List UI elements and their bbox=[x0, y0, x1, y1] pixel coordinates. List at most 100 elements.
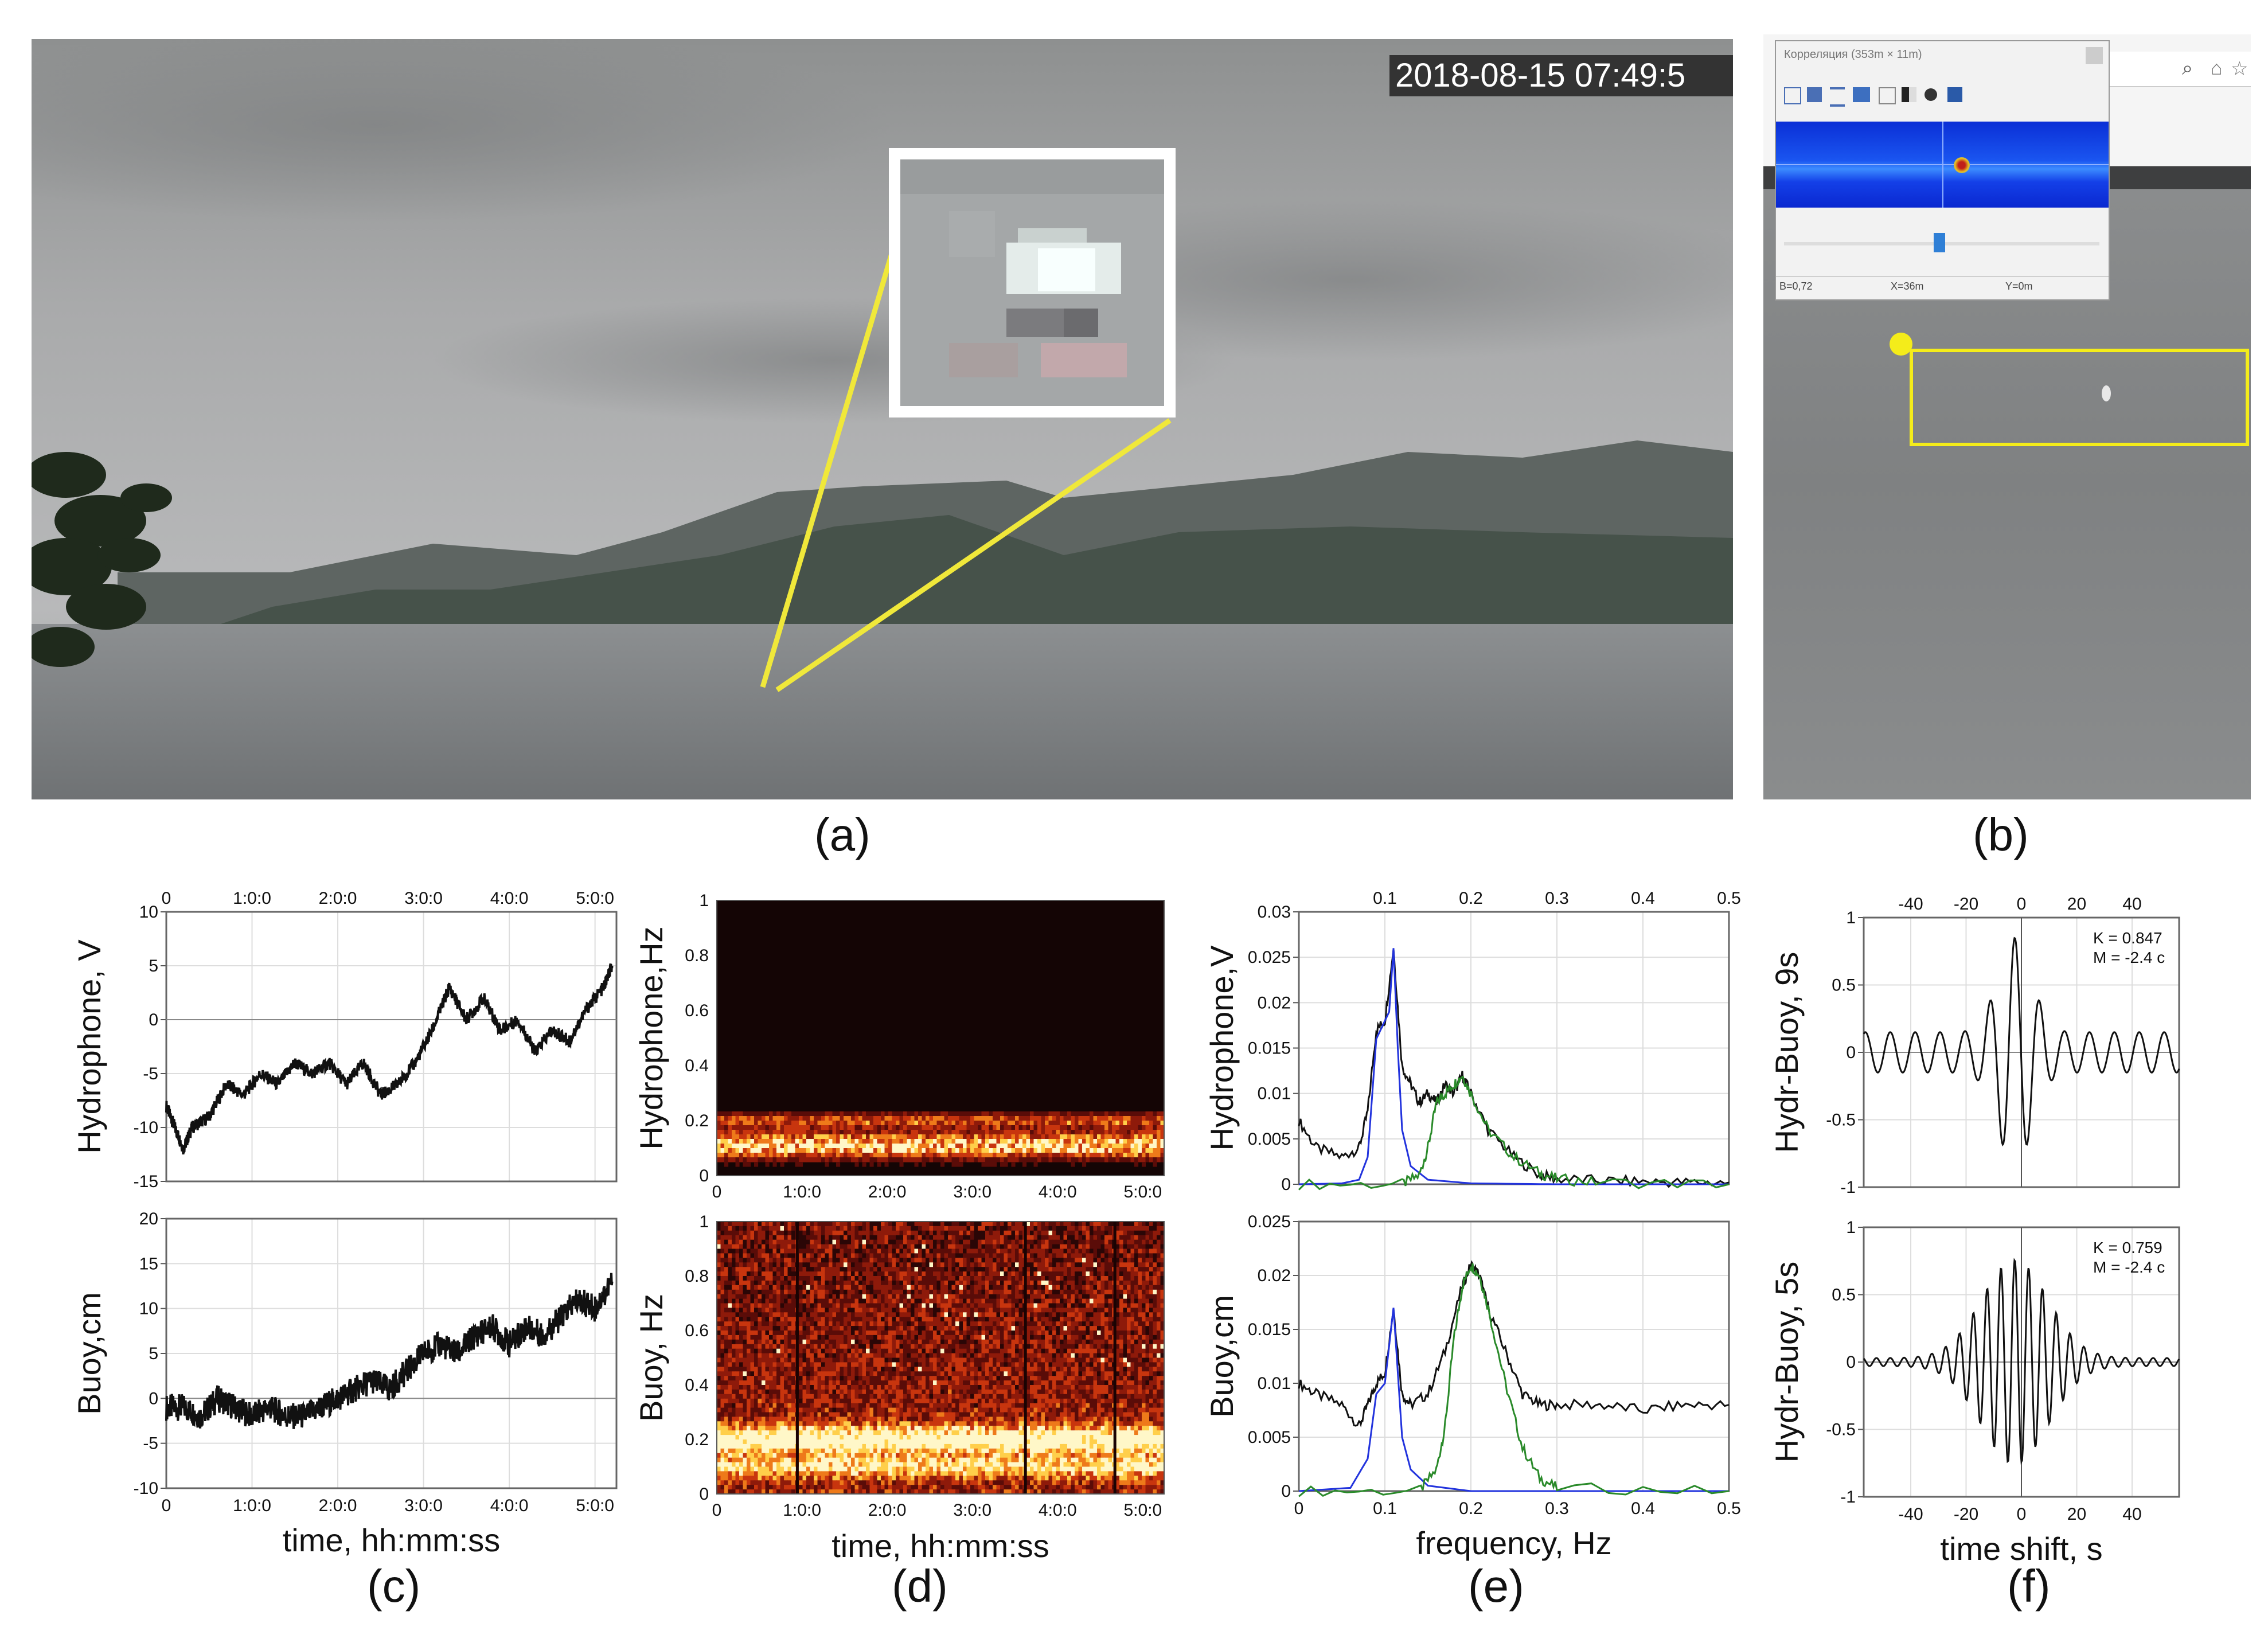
heat-cell bbox=[1145, 1148, 1150, 1153]
heat-cell bbox=[806, 1116, 811, 1121]
copy-icon[interactable] bbox=[1784, 87, 1801, 104]
heat-cell bbox=[1078, 1348, 1083, 1354]
heat-cell bbox=[1045, 1239, 1049, 1245]
heat-cell bbox=[750, 1280, 755, 1286]
heat-cell bbox=[903, 1153, 908, 1158]
heat-cell bbox=[1052, 1267, 1057, 1272]
heat-cell bbox=[747, 1326, 751, 1331]
heat-cell bbox=[799, 1248, 803, 1254]
star-icon[interactable]: ☆ bbox=[2231, 58, 2249, 80]
heat-cell bbox=[776, 1235, 781, 1240]
paste-icon[interactable] bbox=[1807, 87, 1822, 102]
search-icon[interactable]: ⌕ bbox=[2182, 57, 2193, 79]
heat-cell bbox=[1108, 1235, 1112, 1240]
heat-cell bbox=[1123, 1111, 1127, 1117]
font-icon[interactable] bbox=[1853, 87, 1870, 102]
heat-cell bbox=[1097, 1244, 1102, 1250]
heat-cell bbox=[1071, 1125, 1075, 1130]
heat-cell bbox=[840, 1262, 844, 1267]
heat-cell bbox=[769, 1235, 774, 1240]
heat-cell bbox=[851, 1335, 856, 1340]
heat-cell bbox=[765, 1134, 770, 1140]
heat-cell bbox=[769, 1303, 774, 1308]
heat-cell bbox=[1145, 1235, 1150, 1240]
heat-cell bbox=[1119, 1339, 1124, 1345]
heat-cell bbox=[1015, 1303, 1020, 1308]
heat-cell bbox=[762, 1267, 766, 1272]
heat-cell bbox=[996, 1312, 1001, 1317]
heat-cell bbox=[985, 1335, 990, 1340]
heat-cell bbox=[1119, 1239, 1124, 1245]
heat-cell bbox=[1149, 1153, 1154, 1158]
heat-cell bbox=[899, 1253, 904, 1258]
heat-cell bbox=[735, 1125, 740, 1130]
heat-cell bbox=[981, 1271, 986, 1277]
heat-cell bbox=[1037, 1230, 1042, 1236]
align-icon[interactable] bbox=[1830, 87, 1845, 107]
heat-cell bbox=[1015, 1248, 1020, 1254]
heat-cell bbox=[1030, 1285, 1035, 1290]
heat-cell bbox=[993, 1276, 997, 1281]
slider-handle[interactable] bbox=[1934, 233, 1945, 252]
heat-cell bbox=[970, 1111, 975, 1117]
heat-cell bbox=[728, 1326, 732, 1331]
heat-cell bbox=[1060, 1317, 1064, 1322]
heat-cell bbox=[1052, 1235, 1057, 1240]
heat-cell bbox=[728, 1289, 732, 1295]
heat-cell bbox=[1142, 1148, 1146, 1153]
heat-cell bbox=[817, 1253, 822, 1258]
heat-cell bbox=[1037, 1280, 1042, 1286]
heat-cell bbox=[851, 1271, 856, 1277]
selection-box[interactable] bbox=[1910, 349, 2249, 446]
heat-cell bbox=[974, 1248, 978, 1254]
heat-cell bbox=[1018, 1153, 1023, 1158]
heat-cell bbox=[1082, 1303, 1087, 1308]
heat-cell bbox=[940, 1331, 945, 1336]
heat-cell bbox=[951, 1130, 956, 1135]
heat-cell bbox=[1138, 1267, 1142, 1272]
close-icon[interactable] bbox=[2086, 47, 2103, 64]
tools-icon[interactable] bbox=[1879, 87, 1896, 104]
heat-cell bbox=[1145, 1303, 1150, 1308]
heat-cell bbox=[1127, 1235, 1131, 1240]
heat-cell bbox=[1157, 1130, 1161, 1135]
home-icon[interactable]: ⌂ bbox=[2211, 57, 2223, 79]
selection-handle[interactable] bbox=[1890, 333, 1912, 356]
heat-cell bbox=[1056, 1139, 1060, 1144]
heat-cell bbox=[1048, 1226, 1053, 1231]
heat-cell bbox=[940, 1222, 945, 1227]
heat-cell bbox=[1142, 1248, 1146, 1254]
heat-cell bbox=[1026, 1289, 1030, 1295]
heat-cell bbox=[1078, 1289, 1083, 1295]
heat-cell bbox=[914, 1280, 919, 1286]
heat-cell bbox=[996, 1289, 1001, 1295]
heat-cell bbox=[1108, 1326, 1112, 1331]
x-tick-label: 0 bbox=[712, 1183, 722, 1201]
heat-cell bbox=[1011, 1339, 1016, 1345]
heat-cell bbox=[1157, 1111, 1161, 1117]
heat-cell bbox=[851, 1308, 856, 1313]
heat-cell bbox=[851, 1331, 856, 1336]
heat-cell bbox=[922, 1230, 926, 1236]
contrast-icon[interactable] bbox=[1902, 87, 1916, 102]
heat-cell bbox=[884, 1271, 889, 1277]
save-icon[interactable] bbox=[1947, 87, 1962, 102]
heat-cell bbox=[724, 1280, 729, 1286]
heat-cell bbox=[1123, 1157, 1127, 1162]
heat-cell bbox=[754, 1321, 759, 1326]
heat-cell bbox=[840, 1326, 844, 1331]
heat-cell bbox=[936, 1111, 941, 1117]
heat-cell bbox=[1093, 1298, 1098, 1304]
heat-cell bbox=[1093, 1326, 1098, 1331]
y-tick-label: 20 bbox=[139, 1209, 158, 1228]
heat-cell bbox=[993, 1125, 997, 1130]
heat-cell bbox=[1030, 1235, 1035, 1240]
heat-cell bbox=[959, 1276, 963, 1281]
heat-cell bbox=[944, 1294, 948, 1300]
sphere-icon[interactable] bbox=[1925, 88, 1937, 101]
heat-cell bbox=[851, 1289, 856, 1295]
heat-cell bbox=[903, 1331, 908, 1336]
heat-cell bbox=[866, 1230, 870, 1236]
heat-cell bbox=[907, 1157, 911, 1162]
heat-cell bbox=[963, 1153, 967, 1158]
